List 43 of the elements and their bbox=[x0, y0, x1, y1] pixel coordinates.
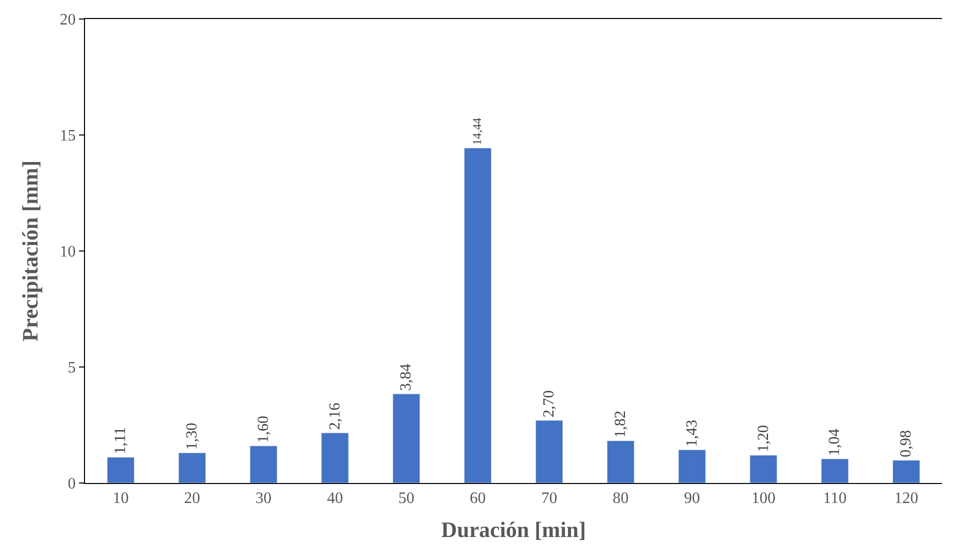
y-tick-label: 0 bbox=[68, 476, 76, 493]
x-tick-label: 50 bbox=[398, 490, 414, 508]
bar bbox=[606, 440, 634, 483]
data-label: 2,70 bbox=[540, 390, 558, 418]
bar bbox=[464, 148, 492, 483]
y-axis-title: Precipitación [mm] bbox=[18, 160, 43, 342]
x-tick-label: 90 bbox=[684, 490, 700, 508]
x-tick-label: 120 bbox=[894, 490, 918, 508]
bar bbox=[750, 454, 778, 483]
y-tick-label: 15 bbox=[60, 128, 76, 145]
y-tick-label: 10 bbox=[60, 244, 76, 261]
bar bbox=[535, 420, 564, 483]
data-label: 1,30 bbox=[183, 422, 200, 450]
bar bbox=[178, 452, 206, 483]
y-tick-label: 5 bbox=[68, 360, 76, 377]
data-label: 1,82 bbox=[612, 410, 629, 438]
bar bbox=[106, 457, 135, 483]
data-label: 14,44 bbox=[470, 118, 484, 145]
data-label: 1,20 bbox=[754, 424, 772, 452]
x-tick-label: 60 bbox=[470, 490, 486, 508]
x-tick-label: 110 bbox=[823, 490, 847, 508]
data-label: 1,43 bbox=[683, 419, 700, 447]
bar bbox=[250, 446, 278, 483]
x-tick-label: 10 bbox=[112, 490, 129, 508]
x-axis-title: Duración [min] bbox=[441, 517, 586, 542]
bar bbox=[821, 458, 849, 483]
data-label: 2,16 bbox=[326, 402, 344, 430]
bar bbox=[678, 450, 706, 483]
x-tick-label: 30 bbox=[256, 490, 272, 508]
x-tick-label: 100 bbox=[751, 490, 776, 508]
x-tick-label: 40 bbox=[326, 490, 343, 508]
bar bbox=[321, 432, 349, 483]
bar bbox=[892, 460, 920, 483]
data-label: 1,60 bbox=[254, 415, 272, 443]
bar bbox=[392, 394, 420, 483]
y-tick-label: 20 bbox=[60, 12, 76, 29]
x-tick-label: 80 bbox=[612, 490, 629, 508]
data-label: 3,84 bbox=[398, 364, 415, 391]
data-label: 0,98 bbox=[898, 430, 915, 458]
x-tick-label: 70 bbox=[541, 490, 558, 508]
x-tick-label: 20 bbox=[184, 490, 200, 508]
data-label: 1,11 bbox=[112, 427, 130, 454]
data-label: 1,04 bbox=[826, 428, 844, 456]
